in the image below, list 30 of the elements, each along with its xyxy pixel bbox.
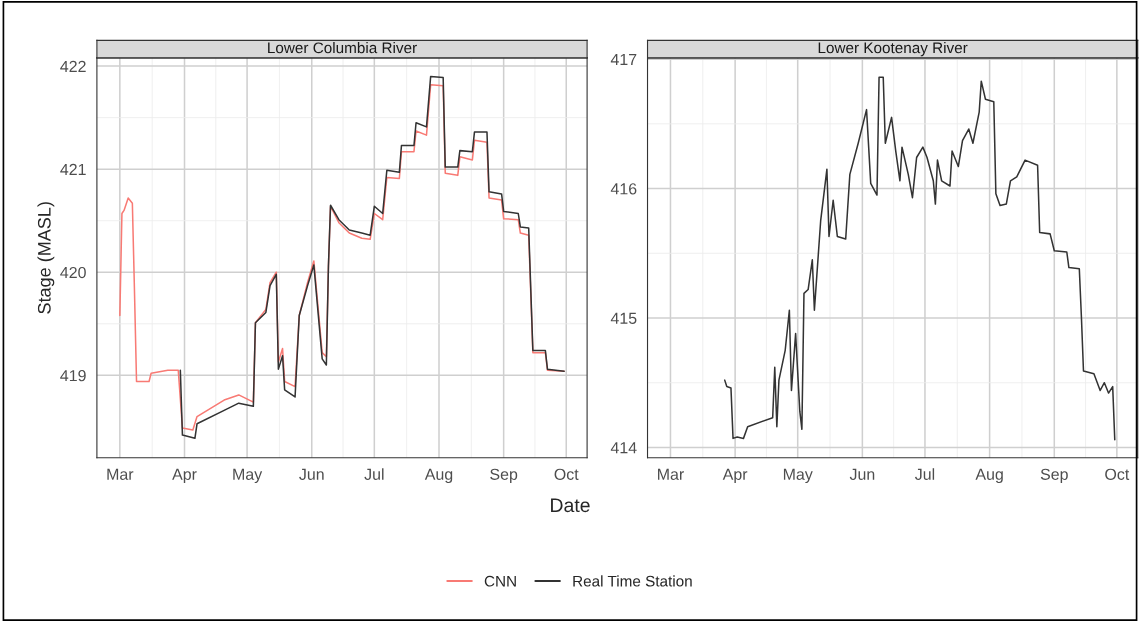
x-tick-label: Apr xyxy=(722,468,748,484)
x-tick-label: Sep xyxy=(1040,468,1068,484)
y-tick-label: 414 xyxy=(610,442,637,454)
chart-title: Lower Columbia River xyxy=(268,42,417,54)
x-tick-label: Sep xyxy=(490,468,518,484)
x-tick-label: Oct xyxy=(1105,468,1130,480)
x-tick-label: Aug xyxy=(424,468,453,484)
x-tick-label: Aug xyxy=(975,468,1003,484)
y-tick-label: 422 xyxy=(60,60,86,72)
x-tick-label: Jul xyxy=(914,468,935,480)
x-tick-label: Jun xyxy=(849,468,875,480)
legend-label: Real Time Station xyxy=(573,575,692,587)
x-axis-title: Date xyxy=(551,498,590,513)
x-tick-label: Mar xyxy=(107,468,134,480)
y-tick-label: 417 xyxy=(610,53,637,65)
y-tick-label: 421 xyxy=(60,163,86,175)
y-tick-label: 419 xyxy=(60,369,86,382)
legend-label: CNN xyxy=(484,575,516,587)
y-axis-title: Stage (MASL) xyxy=(37,202,55,314)
y-tick-label: 415 xyxy=(610,312,637,324)
y-tick-label: 416 xyxy=(610,183,637,195)
x-tick-label: Oct xyxy=(554,468,579,480)
x-tick-label: Mar xyxy=(658,468,684,480)
x-tick-label: Apr xyxy=(172,468,197,484)
x-tick-label: May xyxy=(783,468,813,484)
chart-title: Lower Kootenay River xyxy=(818,42,968,57)
x-tick-label: Jun xyxy=(299,468,324,480)
y-tick-label: 420 xyxy=(60,266,86,279)
x-tick-label: Jul xyxy=(364,468,384,480)
x-tick-label: May xyxy=(233,468,263,484)
